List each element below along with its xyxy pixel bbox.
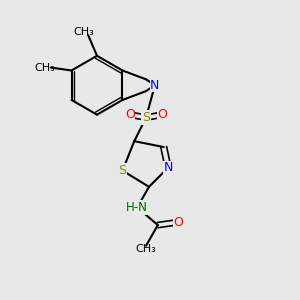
Text: O: O [157,108,167,121]
Text: S: S [142,111,150,124]
Text: CH₃: CH₃ [136,244,156,254]
Text: N: N [150,79,160,92]
Text: CH₃: CH₃ [34,63,56,73]
Text: N: N [164,161,173,174]
Text: CH₃: CH₃ [74,27,94,37]
Text: H-N: H-N [126,201,148,214]
Text: S: S [118,164,127,177]
Text: O: O [125,108,135,121]
Text: O: O [173,216,183,229]
